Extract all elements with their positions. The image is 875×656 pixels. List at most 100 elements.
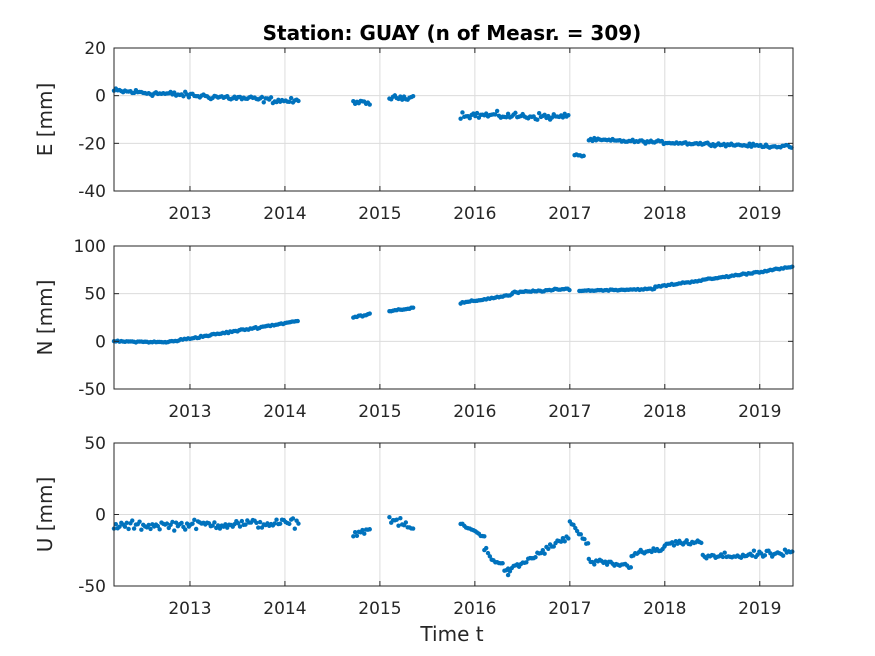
data-point: [274, 517, 279, 522]
y-tick-label: 0: [95, 332, 106, 352]
data-point: [295, 318, 300, 324]
data-point: [720, 554, 726, 560]
data-point: [513, 110, 518, 116]
data-point: [146, 522, 151, 528]
data-point: [387, 514, 392, 520]
y-tick-label: -50: [78, 380, 106, 400]
data-point: [212, 520, 217, 525]
data-point: [126, 526, 131, 532]
data-point: [131, 526, 137, 531]
data-point: [290, 516, 296, 521]
panel-U: 2013 2014 2015 2016 2017 2018 2019 -50 0 50 U [mm]: [33, 434, 795, 619]
data-point: [164, 521, 170, 526]
x-tick-label: 2013: [168, 599, 211, 619]
data-point: [354, 533, 360, 538]
data-point: [367, 311, 372, 316]
data-point: [287, 99, 292, 104]
data-point: [474, 110, 480, 116]
data-point: [193, 526, 199, 532]
data-point: [751, 548, 757, 553]
x-axis-label: Time t: [419, 622, 483, 646]
y-tick-label: 50: [84, 285, 106, 305]
data-point: [494, 108, 500, 114]
data-point: [396, 523, 401, 528]
axes-box: [113, 47, 794, 192]
data-point: [540, 548, 545, 553]
data-point: [183, 527, 188, 532]
y-tick-label: -40: [78, 182, 106, 202]
data-point: [410, 526, 416, 531]
data-point: [524, 560, 529, 565]
data-point: [367, 102, 372, 107]
data-point: [288, 95, 294, 101]
data-point: [790, 264, 795, 269]
data-point: [237, 524, 243, 529]
data-point: [155, 523, 161, 529]
data-point: [367, 527, 372, 532]
x-tick-label: 2016: [453, 599, 496, 619]
x-tick-label: 2015: [358, 204, 401, 224]
y-tick-label: -50: [78, 577, 106, 597]
data-point: [535, 117, 540, 122]
data-point: [410, 305, 416, 310]
data-point: [181, 94, 186, 99]
data-point: [259, 94, 265, 100]
data-point: [277, 521, 283, 526]
data-point: [762, 553, 768, 558]
data-point: [558, 539, 564, 544]
data-point: [254, 520, 259, 525]
y-tick-label: 50: [84, 434, 106, 454]
x-tick-label: 2017: [548, 599, 591, 619]
y-axis-label-E: E [mm]: [33, 83, 57, 157]
data-point: [223, 522, 228, 527]
data-point: [192, 517, 197, 522]
data-point: [504, 115, 509, 120]
x-tick-label: 2013: [168, 204, 211, 224]
data-point: [352, 530, 358, 535]
data-point: [210, 523, 215, 528]
series-E: [111, 86, 794, 159]
data-point: [261, 100, 266, 105]
data-point: [239, 518, 245, 524]
x-tick-label: 2016: [453, 204, 496, 224]
data-point: [137, 519, 142, 524]
x-tick-label: 2018: [643, 204, 686, 224]
data-point: [567, 287, 572, 293]
data-point: [113, 522, 119, 527]
data-point: [560, 115, 566, 120]
x-tick-label: 2018: [643, 599, 686, 619]
data-point: [460, 110, 465, 115]
data-point: [482, 534, 487, 539]
y-axis-label-N: N [mm]: [33, 280, 57, 356]
data-point: [566, 536, 571, 541]
data-point: [186, 95, 192, 100]
y-tick-label: 0: [95, 87, 106, 107]
data-point: [410, 93, 416, 99]
data-point: [173, 520, 179, 525]
data-point: [256, 525, 261, 530]
data-point: [179, 520, 184, 526]
data-point: [296, 521, 301, 526]
data-point: [268, 95, 274, 100]
data-point: [124, 520, 129, 526]
data-point: [780, 553, 786, 558]
data-point: [493, 112, 498, 117]
data-point: [749, 553, 755, 558]
x-tick-label: 2014: [263, 402, 306, 422]
data-point: [272, 521, 277, 526]
y-tick-label: 100: [74, 237, 106, 257]
data-point: [467, 116, 472, 121]
data-point: [362, 531, 367, 536]
data-point: [148, 526, 153, 532]
data-point: [582, 536, 587, 542]
data-point: [581, 153, 586, 159]
x-tick-label: 2017: [548, 204, 591, 224]
data-point: [549, 115, 555, 120]
data-point: [500, 561, 505, 566]
data-point: [592, 562, 597, 567]
x-tick-label: 2019: [738, 204, 781, 224]
data-point: [190, 521, 195, 526]
x-tick-label: 2015: [358, 599, 401, 619]
data-point: [790, 549, 795, 554]
